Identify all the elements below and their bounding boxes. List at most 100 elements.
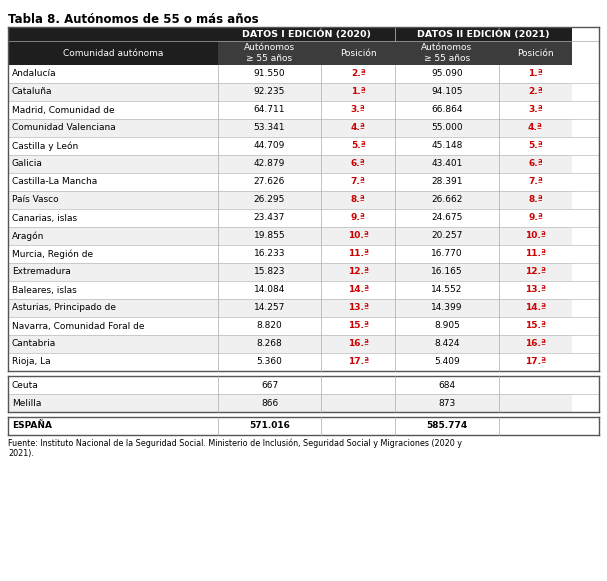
Bar [395,299,498,317]
Text: 12.ª: 12.ª [525,267,546,277]
Text: 15.ª: 15.ª [525,321,546,331]
Bar [395,101,498,119]
Bar [8,191,218,209]
Text: 5.ª: 5.ª [528,142,543,150]
Text: 5.360: 5.360 [257,357,282,367]
Text: ESPAÑA: ESPAÑA [12,421,52,431]
Bar [8,137,218,155]
Bar [8,376,218,394]
Bar [498,209,572,227]
Bar [498,83,572,101]
Text: Cantabria: Cantabria [12,339,56,349]
Bar [498,137,572,155]
Bar [218,191,321,209]
Text: 95.090: 95.090 [431,70,463,78]
Text: 873: 873 [438,399,455,407]
Bar [8,227,218,245]
Bar [218,376,321,394]
Text: 91.550: 91.550 [254,70,285,78]
Text: Castilla-La Mancha: Castilla-La Mancha [12,178,97,187]
Bar [321,227,395,245]
Text: 14.084: 14.084 [254,285,285,295]
Text: 14.399: 14.399 [431,303,463,313]
Text: 3.ª: 3.ª [351,106,365,114]
Bar [8,209,218,227]
Bar [498,173,572,191]
Bar [8,245,218,263]
Text: Comunidad Valenciana: Comunidad Valenciana [12,124,116,132]
Text: 667: 667 [261,381,278,389]
Text: 16.ª: 16.ª [348,339,368,349]
Text: Posición: Posición [517,48,554,58]
Text: Galicia: Galicia [12,160,43,168]
Text: 27.626: 27.626 [254,178,285,187]
Bar [218,173,321,191]
Text: 8.ª: 8.ª [528,195,543,205]
Text: 14.ª: 14.ª [348,285,368,295]
Text: 12.ª: 12.ª [348,267,368,277]
Bar [395,209,498,227]
Bar [218,281,321,299]
Text: 2.ª: 2.ª [351,70,365,78]
Text: Cataluña: Cataluña [12,88,52,96]
Bar [321,119,395,137]
Bar [498,227,572,245]
Text: 14.552: 14.552 [431,285,463,295]
Bar [395,394,498,412]
Bar [498,245,572,263]
Bar [498,394,572,412]
Text: Rioja, La: Rioja, La [12,357,50,367]
Bar [498,41,572,65]
Text: 585.774: 585.774 [426,421,467,431]
Bar [218,417,321,435]
Bar [8,155,218,173]
Text: DATOS II EDICIÓN (2021): DATOS II EDICIÓN (2021) [418,29,550,39]
Text: 53.341: 53.341 [254,124,285,132]
Bar [218,299,321,317]
Bar [8,101,218,119]
Bar [218,353,321,371]
Bar [498,263,572,281]
Bar [395,119,498,137]
Text: 44.709: 44.709 [254,142,285,150]
Text: 866: 866 [261,399,278,407]
Text: 10.ª: 10.ª [525,231,546,241]
Bar [395,376,498,394]
Bar [218,119,321,137]
Text: 9.ª: 9.ª [351,213,365,223]
Bar [8,394,218,412]
Bar [395,41,498,65]
Bar [321,191,395,209]
Text: 64.711: 64.711 [254,106,285,114]
Text: Andalucía: Andalucía [12,70,56,78]
Bar [8,417,218,435]
Text: 94.105: 94.105 [431,88,463,96]
Bar [218,227,321,245]
Bar [321,83,395,101]
Bar [321,263,395,281]
Text: 1.ª: 1.ª [351,88,365,96]
Bar [395,281,498,299]
Text: Murcia, Región de: Murcia, Región de [12,249,93,259]
Text: Autónomos
≥ 55 años: Autónomos ≥ 55 años [244,44,295,63]
Text: Ceuta: Ceuta [12,381,39,389]
Bar [218,41,321,65]
Text: 28.391: 28.391 [431,178,463,187]
Text: 4.ª: 4.ª [351,124,365,132]
Text: 4.ª: 4.ª [528,124,543,132]
Text: 16.ª: 16.ª [525,339,546,349]
Text: Navarra, Comunidad Foral de: Navarra, Comunidad Foral de [12,321,144,331]
Bar [218,317,321,335]
Bar [321,101,395,119]
Bar [395,173,498,191]
Bar [8,173,218,191]
Text: 13.ª: 13.ª [525,285,546,295]
Bar [321,65,395,83]
Bar [498,299,572,317]
Bar [395,65,498,83]
Bar [395,227,498,245]
Text: 8.268: 8.268 [257,339,282,349]
Bar [321,353,395,371]
Text: 17.ª: 17.ª [525,357,546,367]
Text: 3.ª: 3.ª [528,106,543,114]
